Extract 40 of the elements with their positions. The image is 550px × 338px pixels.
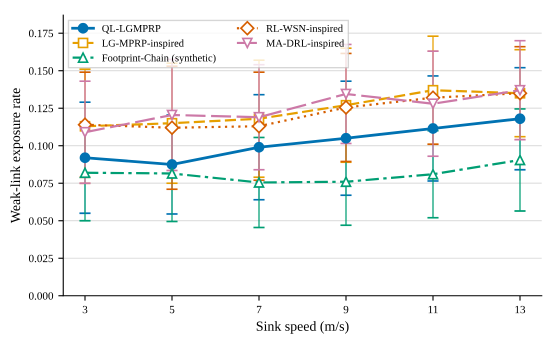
point (254, 142, 264, 153)
x-tick-label: 9 (344, 306, 348, 314)
point (166, 110, 178, 120)
point (80, 152, 90, 164)
x-axis-title: Sink speed (m/s) (256, 321, 349, 334)
point (428, 123, 438, 134)
y-tick-label: 0.125 (28, 104, 54, 112)
legend-label: Footprint-Chain (synthetic) (102, 54, 216, 64)
point (340, 176, 352, 188)
point (166, 159, 178, 170)
point (166, 168, 178, 179)
point (514, 113, 526, 124)
x-tick-label: 11 (428, 306, 438, 314)
x-tick-label: 5 (170, 306, 174, 314)
y-axis-title: Weak-link exposure rate (10, 88, 23, 224)
point (80, 167, 90, 178)
point (254, 177, 264, 188)
point (428, 168, 438, 180)
y-tick-label: 0.100 (28, 142, 54, 150)
y-tick-label: 0.175 (28, 30, 54, 38)
point (514, 154, 526, 166)
point (252, 119, 266, 134)
point (80, 126, 90, 138)
y-tick-label: 0.025 (28, 254, 54, 262)
x-tick-label: 3 (82, 306, 88, 314)
point (340, 132, 352, 144)
point (428, 98, 438, 110)
y-tick-label: 0.075 (28, 180, 54, 188)
point (338, 100, 354, 115)
legend-label: LG-MPRP-inspired (102, 39, 184, 49)
legend-label: QL-LGMPRP (102, 24, 160, 34)
point (340, 88, 352, 100)
x-tick-label: 13 (515, 306, 526, 314)
legend-label: RL-WSN-inspired (266, 24, 343, 34)
x-tick-label: 7 (256, 306, 262, 314)
point (164, 120, 180, 135)
legend-label: MA-DRL-inspired (266, 39, 344, 49)
y-tick-label: 0.050 (28, 217, 54, 225)
y-tick-label: 0.000 (28, 292, 54, 300)
y-tick-label: 0.150 (28, 67, 54, 75)
